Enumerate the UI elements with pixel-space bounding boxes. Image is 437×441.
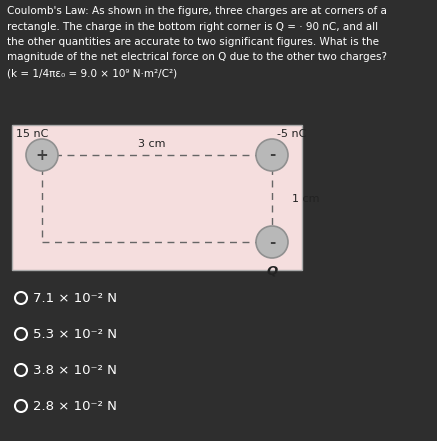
Text: Q: Q xyxy=(267,265,277,278)
Text: magnitude of the net electrical force on Q due to the other two charges?: magnitude of the net electrical force on… xyxy=(7,52,387,63)
Text: 2.8 × 10⁻² N: 2.8 × 10⁻² N xyxy=(33,400,117,412)
Text: rectangle. The charge in the bottom right corner is Q = · 90 nC, and all: rectangle. The charge in the bottom righ… xyxy=(7,22,378,31)
Text: 15 nC: 15 nC xyxy=(16,129,49,139)
Text: -: - xyxy=(269,235,275,250)
Text: 3 cm: 3 cm xyxy=(138,139,166,149)
Text: +: + xyxy=(36,147,49,162)
Bar xyxy=(12,125,302,270)
Circle shape xyxy=(26,139,58,171)
Text: 1 cm: 1 cm xyxy=(292,194,319,203)
Circle shape xyxy=(256,139,288,171)
Text: 7.1 × 10⁻² N: 7.1 × 10⁻² N xyxy=(33,292,117,304)
Text: (k = 1/4πε₀ = 9.0 × 10⁹ N·m²/C²): (k = 1/4πε₀ = 9.0 × 10⁹ N·m²/C²) xyxy=(7,68,177,78)
Text: the other quantities are accurate to two significant figures. What is the: the other quantities are accurate to two… xyxy=(7,37,379,47)
Text: 5.3 × 10⁻² N: 5.3 × 10⁻² N xyxy=(33,328,117,340)
Text: -5 nC: -5 nC xyxy=(277,129,306,139)
Text: Coulomb's Law: As shown in the figure, three charges are at corners of a: Coulomb's Law: As shown in the figure, t… xyxy=(7,6,387,16)
Text: -: - xyxy=(269,147,275,162)
Circle shape xyxy=(256,226,288,258)
Text: 3.8 × 10⁻² N: 3.8 × 10⁻² N xyxy=(33,363,117,377)
